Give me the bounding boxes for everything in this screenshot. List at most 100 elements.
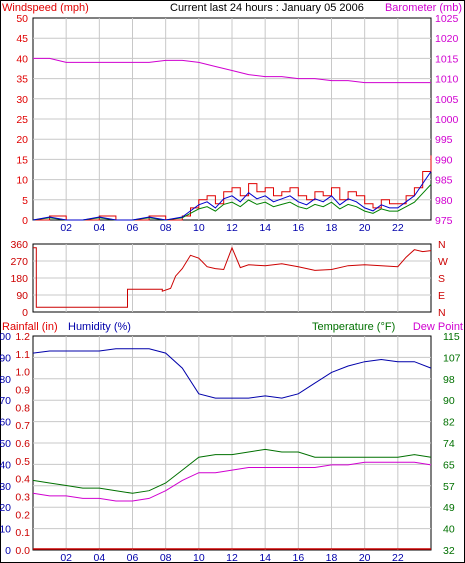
x-tick-label: 02 [60, 552, 72, 563]
humidity-tick-label: 80 [0, 374, 11, 386]
y2-tick-label: 1010 [435, 74, 459, 86]
temperature-tick-label: 65 [443, 459, 455, 471]
rainfall-tick-label: 1.0 [15, 367, 30, 379]
rainfall-tick-label: 0.9 [15, 385, 30, 397]
dewpoint-label: Dew Point [413, 321, 463, 333]
rainfall-tick-label: 0.5 [15, 456, 30, 468]
rainfall-tick-label: 0.8 [15, 402, 30, 414]
x-tick-label: 18 [326, 222, 338, 234]
barometer-label: Barometer (mb) [385, 2, 462, 14]
y-tick-label: 40 [16, 53, 28, 65]
humidity-tick-label: 90 [0, 352, 11, 364]
humidity-tick-label: 20 [0, 502, 11, 514]
y2-tick-label: 1000 [435, 114, 459, 126]
rainfall-tick-label: 0.0 [15, 545, 30, 557]
x-tick-label: 20 [359, 222, 371, 234]
x-tick-label: 04 [93, 222, 105, 234]
temperature-label: Temperature (°F) [312, 321, 395, 333]
humidity-tick-label: 0 [5, 545, 11, 557]
rainfall-tick-label: 0.3 [15, 492, 30, 504]
chart-title: Current last 24 hours : January 05 2006 [170, 2, 364, 14]
humidity-tick-label: 10 [0, 524, 11, 536]
y-tick-label: 0 [22, 307, 28, 319]
y-tick-label: 270 [10, 256, 28, 268]
humidity-tick-label: 50 [0, 438, 11, 450]
y-tick-label: 30 [16, 94, 28, 106]
direction-label: N [438, 307, 446, 319]
temperature-tick-label: 82 [443, 417, 455, 429]
humidity-tick-label: 70 [0, 395, 11, 407]
humidity-line [32, 348, 432, 399]
x-tick-label: 20 [359, 552, 371, 563]
windspeed-barometer-panel: 0510152025303540455097598098599099510001… [16, 13, 458, 234]
y2-tick-label: 995 [435, 134, 453, 146]
humidity-tick-label: 60 [0, 417, 11, 429]
barometer-line [33, 57, 431, 84]
rainfall-tick-label: 0.4 [15, 474, 30, 486]
direction-label: N [438, 239, 446, 251]
y-tick-label: 45 [16, 33, 28, 45]
temperature-tick-label: 98 [443, 374, 455, 386]
y2-tick-label: 980 [435, 195, 453, 207]
y2-tick-label: 1005 [435, 94, 459, 106]
temperature-tick-label: 57 [443, 481, 455, 493]
humidity-temperature-panel: 0 10 20 30 40 50 60 70 80 90 100 0.0 0.1 0.2 0.3 0.4 0.5… [0, 331, 461, 563]
y-tick-label: 15 [16, 154, 28, 166]
temperature-tick-label: 74 [443, 438, 455, 450]
y-tick-label: 5 [22, 195, 28, 207]
x-tick-label: 16 [292, 222, 304, 234]
rainfall-label: Rainfall (in) [2, 321, 58, 333]
rainfall-tick-label: 0.7 [15, 420, 30, 432]
x-tick-label: 04 [93, 552, 105, 563]
x-tick-label: 02 [60, 222, 72, 234]
x-tick-label: 16 [292, 552, 304, 563]
direction-label: W [438, 256, 448, 268]
x-tick-label: 08 [160, 222, 172, 234]
humidity-tick-label: 100 [0, 331, 11, 343]
y-tick-label: 25 [16, 114, 28, 126]
temperature-tick-label: 115 [443, 331, 460, 343]
rainfall-tick-label: 0.1 [15, 527, 30, 539]
x-tick-label: 18 [326, 552, 338, 563]
humidity-label: Humidity (%) [68, 321, 131, 333]
windspeed-label: Windspeed (mph) [2, 2, 89, 14]
y-tick-label: 0 [22, 215, 28, 227]
x-tick-label: 22 [392, 552, 404, 563]
temperature-tick-label: 90 [443, 395, 455, 407]
y2-tick-label: 990 [435, 154, 453, 166]
y-tick-label: 180 [10, 273, 28, 285]
y2-tick-label: 1015 [435, 53, 459, 65]
x-tick-label: 10 [193, 222, 205, 234]
x-tick-label: 12 [226, 222, 238, 234]
x-tick-label: 10 [193, 552, 205, 563]
x-tick-label: 06 [127, 552, 139, 563]
temperature-line [32, 448, 432, 494]
y2-tick-label: 1025 [435, 13, 459, 25]
y-tick-label: 90 [16, 290, 28, 302]
wind-trend-line [32, 171, 432, 221]
y-tick-label: 20 [16, 134, 28, 146]
rainfall-tick-label: 0.6 [15, 438, 30, 450]
rainfall-tick-label: 0.2 [15, 509, 30, 521]
y-tick-label: 10 [16, 175, 28, 187]
y2-tick-label: 975 [435, 215, 453, 227]
dewpoint-line [32, 461, 432, 502]
humidity-tick-label: 40 [0, 459, 11, 471]
rainfall-tick-label: 1.1 [15, 349, 30, 361]
temperature-tick-label: 107 [443, 352, 461, 364]
x-tick-label: 14 [259, 222, 271, 234]
x-tick-label: 08 [160, 552, 172, 563]
humidity-tick-label: 30 [0, 481, 11, 493]
y2-tick-label: 1020 [435, 33, 459, 45]
x-tick-label: 12 [226, 552, 238, 563]
y2-tick-label: 985 [435, 175, 453, 187]
y-tick-label: 35 [16, 74, 28, 86]
temperature-tick-label: 40 [443, 524, 455, 536]
x-tick-label: 14 [259, 552, 271, 563]
y-tick-label: 50 [16, 13, 28, 25]
x-tick-label: 06 [127, 222, 139, 234]
x-tick-label: 22 [392, 222, 404, 234]
temperature-tick-label: 49 [443, 502, 455, 514]
